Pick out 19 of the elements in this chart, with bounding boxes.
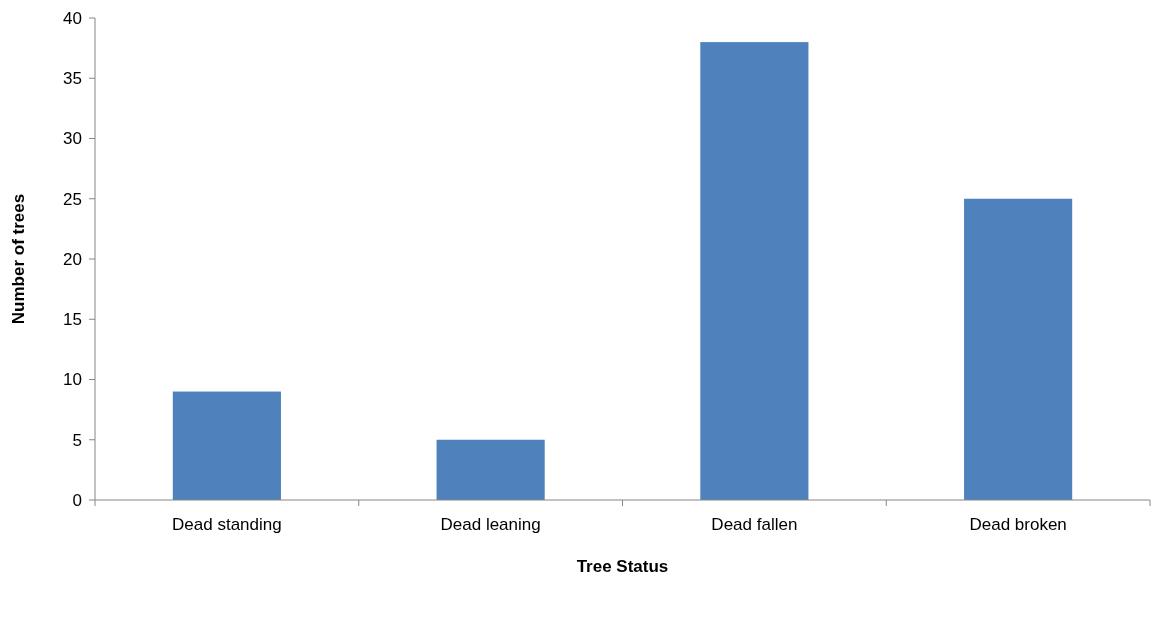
y-tick-label: 15 xyxy=(63,310,82,330)
y-tick-label: 5 xyxy=(72,430,82,450)
x-axis-title: Tree Status xyxy=(576,557,669,576)
y-tick-label: 40 xyxy=(63,8,82,28)
x-tick-label: Dead standing xyxy=(172,515,282,534)
x-tick-label: Dead fallen xyxy=(711,515,798,534)
y-tick-label: 10 xyxy=(63,370,82,390)
y-tick-label: 30 xyxy=(63,129,82,149)
bar xyxy=(436,439,545,500)
y-axis-title: Number of trees xyxy=(9,193,28,325)
y-tick-label: 35 xyxy=(63,69,82,89)
bar xyxy=(172,391,281,500)
bar xyxy=(700,42,809,500)
y-tick-label: 20 xyxy=(63,249,82,269)
x-tick-label: Dead broken xyxy=(969,515,1067,534)
x-tick-label: Dead leaning xyxy=(440,515,541,534)
y-tick-label: 25 xyxy=(63,189,82,209)
bar xyxy=(964,198,1073,500)
y-tick-label: 0 xyxy=(72,490,82,510)
